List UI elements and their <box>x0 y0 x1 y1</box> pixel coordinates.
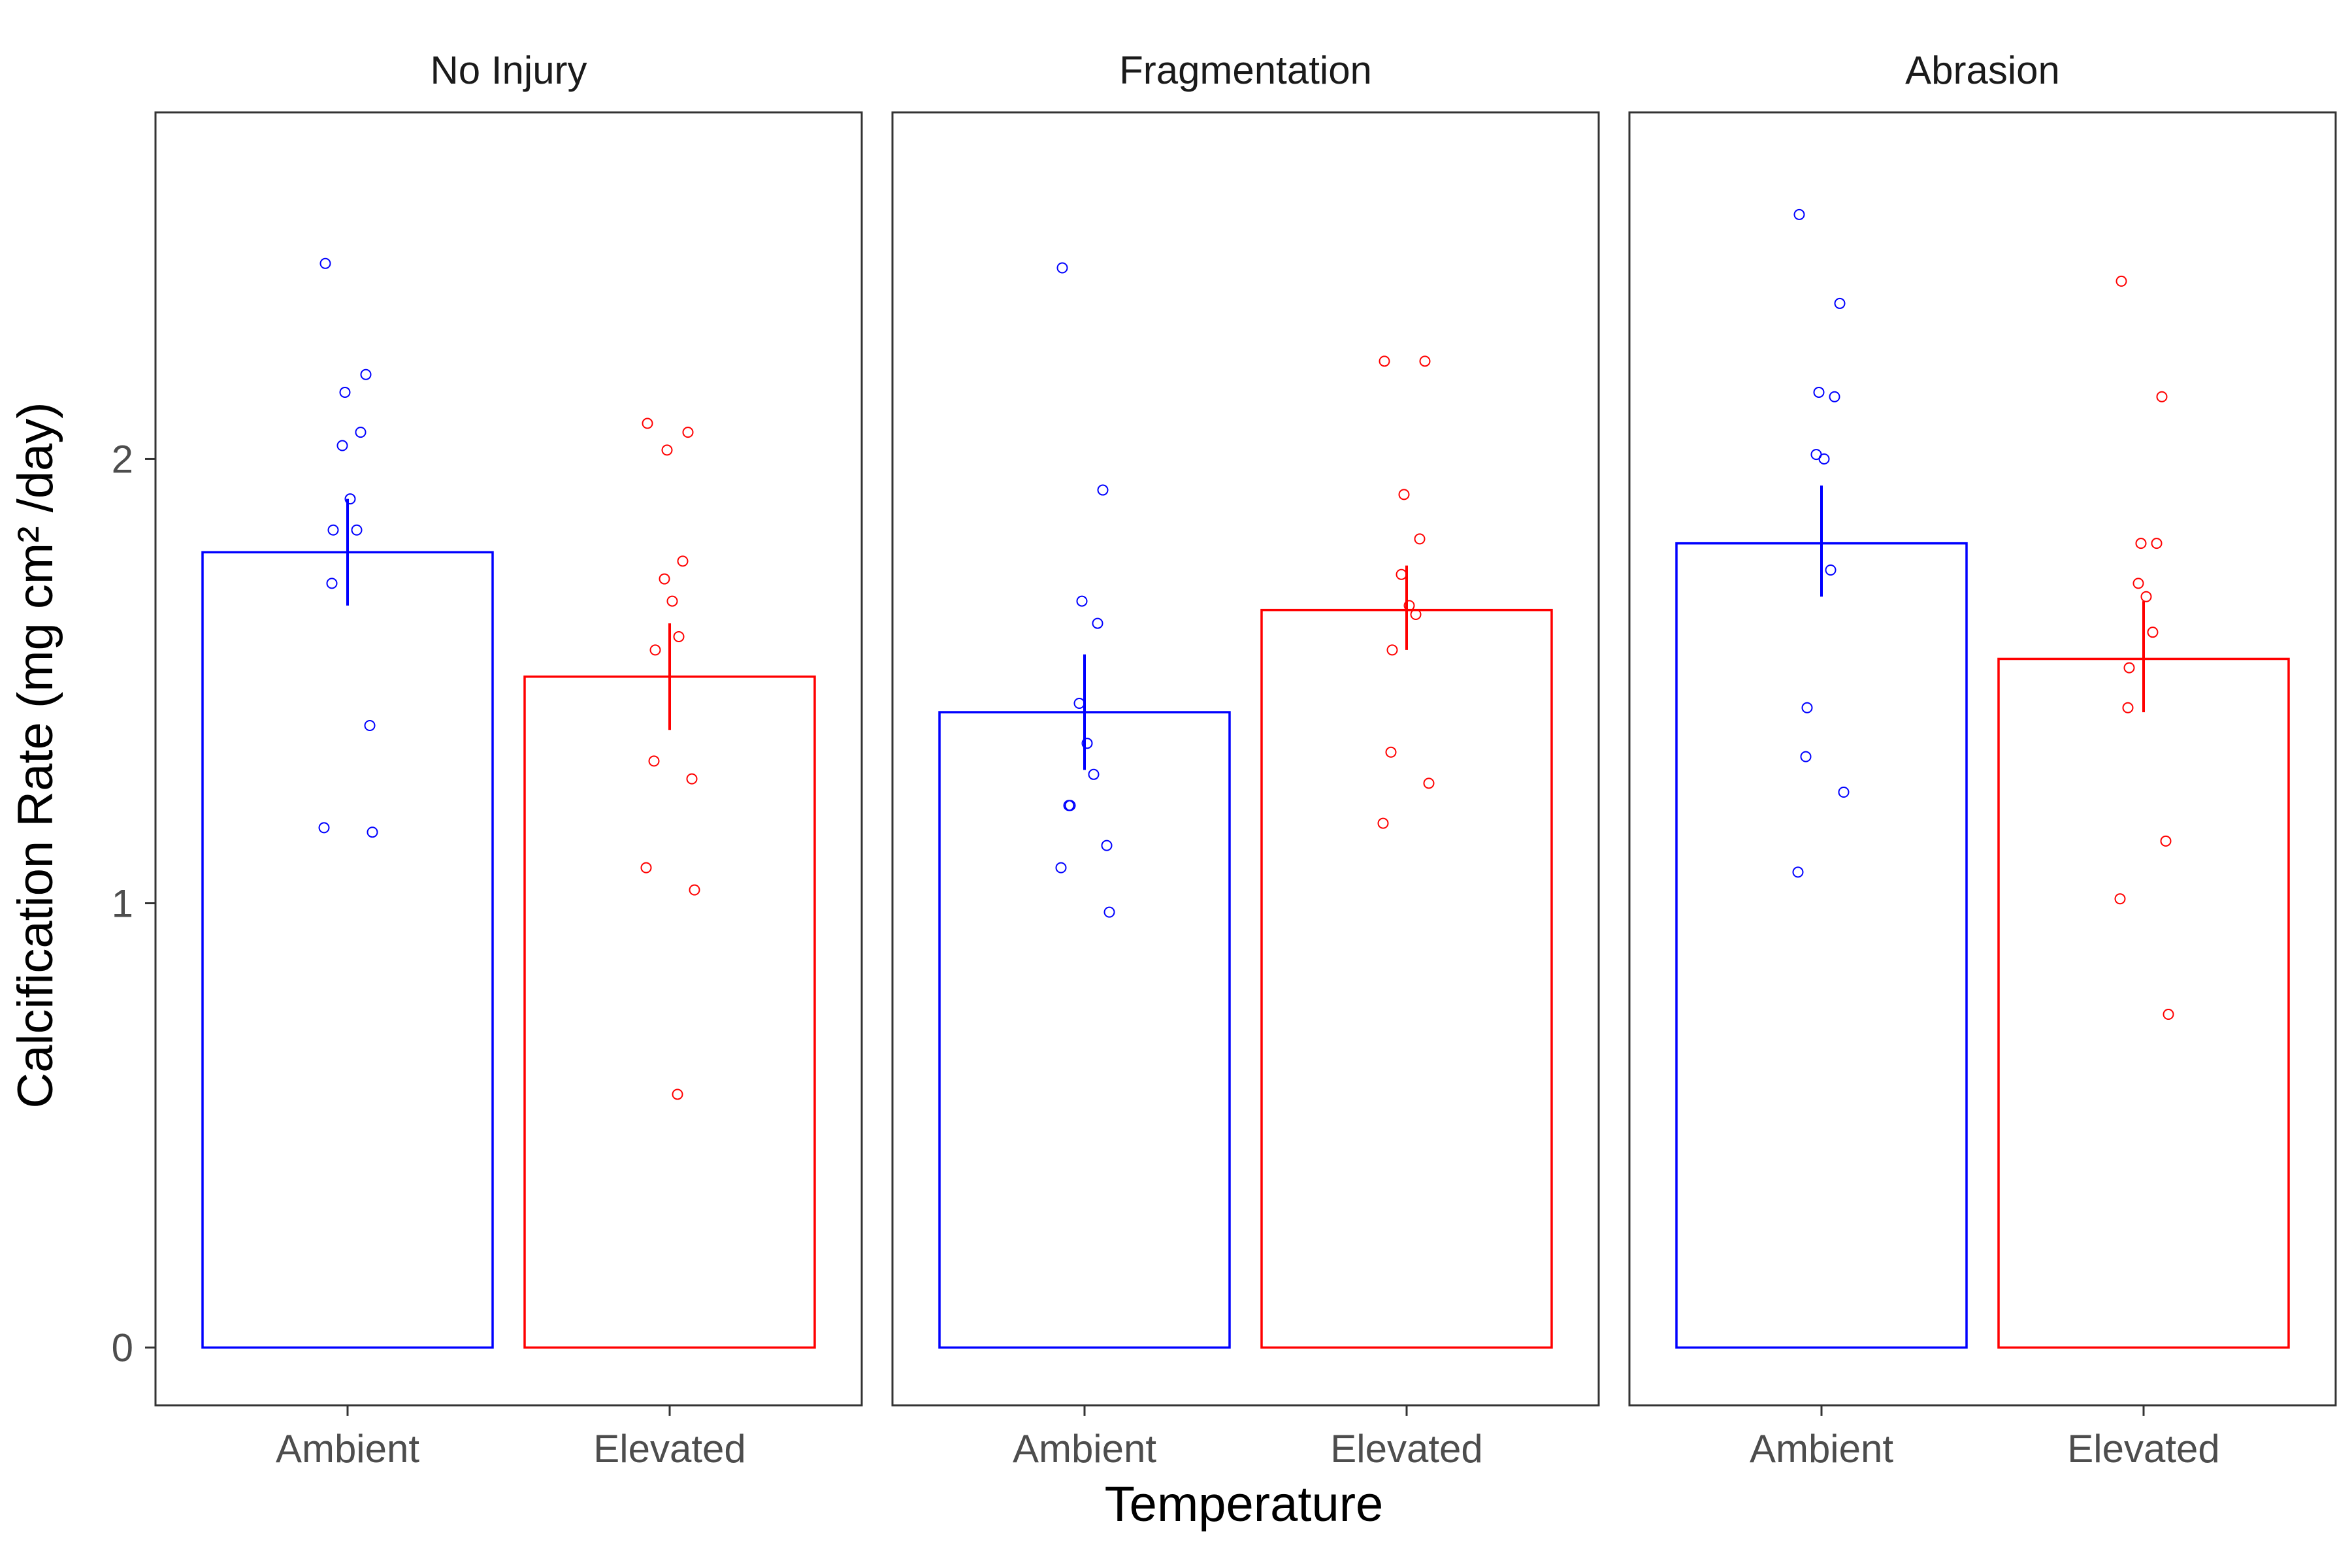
data-point <box>1410 608 1422 620</box>
data-point <box>2123 662 2135 674</box>
data-point <box>672 1088 683 1100</box>
data-point <box>1103 906 1115 918</box>
bar-elevated <box>523 675 816 1349</box>
data-point <box>1793 208 1805 220</box>
data-point <box>1101 840 1113 851</box>
panel-border <box>1628 111 2337 1407</box>
data-point <box>649 644 661 656</box>
data-point <box>1419 355 1431 367</box>
x-tick-label: Ambient <box>276 1427 419 1471</box>
data-point <box>1792 866 1804 878</box>
data-point <box>2115 275 2127 287</box>
data-point <box>682 427 694 438</box>
data-point <box>1386 644 1398 656</box>
data-point <box>1398 489 1410 500</box>
data-point <box>659 573 670 585</box>
x-tick-label: Ambient <box>1013 1427 1156 1471</box>
data-point <box>1088 768 1100 780</box>
data-point <box>673 630 685 642</box>
data-point <box>1379 355 1390 367</box>
y-axis-title: Calcification Rate (mg cm² /day) <box>8 402 63 1108</box>
data-point <box>1403 600 1415 612</box>
data-point <box>2140 591 2152 602</box>
bar-ambient <box>938 711 1231 1349</box>
data-point <box>1076 595 1088 607</box>
data-point <box>344 493 356 505</box>
data-point <box>319 257 331 269</box>
y-tick-label: 2 <box>112 437 133 481</box>
data-point <box>2132 578 2144 589</box>
x-tick-label: Elevated <box>2067 1427 2220 1471</box>
x-tick-label: Elevated <box>1330 1427 1483 1471</box>
data-point <box>1385 746 1397 758</box>
bar-ambient <box>1675 542 1968 1349</box>
data-point <box>364 719 376 731</box>
data-point <box>339 386 351 398</box>
data-point <box>355 427 367 438</box>
x-axis-title: Temperature <box>1105 1477 1384 1532</box>
data-point <box>661 444 673 456</box>
data-point <box>327 524 339 536</box>
data-point <box>642 417 653 429</box>
data-point <box>318 822 330 834</box>
data-point <box>367 826 378 838</box>
y-tick-label: 1 <box>112 882 133 926</box>
data-point <box>1081 738 1093 749</box>
x-tick-label: Elevated <box>593 1427 746 1471</box>
data-point <box>1097 484 1109 496</box>
data-point <box>360 368 372 380</box>
bar-elevated <box>1260 608 1553 1349</box>
data-point <box>1818 453 1830 465</box>
data-point <box>2147 627 2159 638</box>
data-point <box>351 524 363 536</box>
data-point <box>2122 702 2134 713</box>
data-point <box>1813 386 1825 398</box>
data-point <box>2135 538 2147 549</box>
data-point <box>1056 262 1068 274</box>
data-point <box>1063 800 1075 811</box>
data-point <box>1377 817 1389 829</box>
data-point <box>1092 617 1103 629</box>
data-point <box>336 440 348 451</box>
data-point <box>1414 533 1426 545</box>
data-point <box>326 578 338 589</box>
data-point <box>2163 1009 2174 1021</box>
panel-border <box>154 111 863 1407</box>
data-point <box>1423 777 1435 789</box>
data-point <box>689 884 700 896</box>
data-point <box>686 773 698 785</box>
facet-panel-0: No Injury Ambient Elevated <box>154 48 863 1471</box>
data-point <box>2156 391 2168 402</box>
data-point <box>677 555 689 567</box>
y-axis: 0 1 2 <box>112 437 155 1370</box>
data-point <box>1073 697 1085 709</box>
data-point <box>666 595 678 607</box>
data-point <box>1838 787 1850 798</box>
data-point <box>2151 538 2163 549</box>
data-point <box>1829 391 1840 402</box>
facet-title: Fragmentation <box>1119 48 1372 92</box>
facet-panel-2: Abrasion Ambient Elevated <box>1628 48 2337 1471</box>
data-point <box>1834 297 1846 309</box>
bar-ambient <box>201 551 494 1349</box>
data-point <box>1055 862 1067 874</box>
data-point <box>1801 702 1813 713</box>
facet-panel-1: Fragmentation Ambient Elevated <box>891 48 1600 1471</box>
x-tick-label: Ambient <box>1750 1427 1893 1471</box>
data-point <box>1396 568 1407 580</box>
panel-border <box>891 111 1600 1407</box>
facet-title: Abrasion <box>1905 48 2060 92</box>
data-point <box>2160 835 2172 847</box>
facet-title: No Injury <box>430 48 587 92</box>
facet-panels: No Injury Ambient Elevated Fragmentation Amb… <box>154 48 2337 1471</box>
data-point <box>1800 751 1812 762</box>
data-point <box>640 862 652 874</box>
bar-elevated <box>1997 657 2290 1349</box>
data-point <box>648 755 660 767</box>
y-tick-label: 0 <box>112 1326 133 1370</box>
data-point <box>1825 564 1837 576</box>
data-point <box>2114 893 2126 905</box>
